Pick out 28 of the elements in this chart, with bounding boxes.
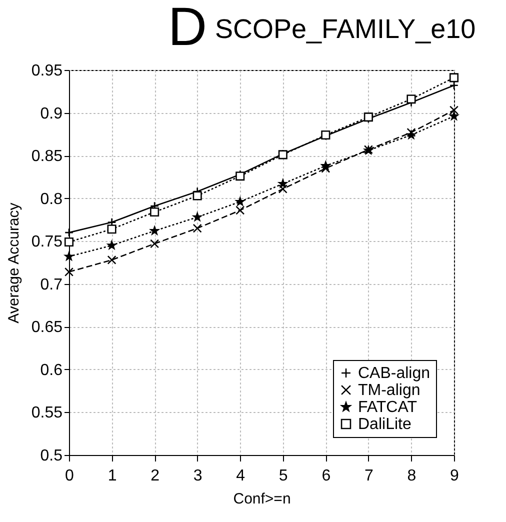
legend-label: TM-align [358, 382, 420, 399]
legend-label: FATCAT [358, 399, 418, 416]
y-axis-title: Average Accuracy [5, 202, 22, 324]
x-tick-label: 9 [450, 468, 460, 484]
x-tick-label: 4 [236, 468, 246, 484]
y-tick-label: 0.95 [31, 62, 63, 80]
x-tick-label: 0 [65, 468, 74, 484]
y-tick-label: 0.7 [40, 276, 63, 294]
y-tick-label: 0.55 [31, 404, 63, 422]
y-tick-label: 0.9 [40, 105, 63, 122]
x-tick-label: 8 [407, 468, 416, 484]
x-tick-label: 6 [322, 468, 331, 484]
chart-title: SCOPe_FAMILY_e10 [215, 13, 476, 46]
x-tick-label: 3 [193, 468, 202, 484]
text: D [168, 0, 207, 57]
x-tick-label: 2 [150, 468, 160, 484]
x-tick-label: 1 [108, 468, 117, 484]
y-tick-label: 0.75 [31, 234, 63, 251]
y-tick-label: 0.8 [40, 190, 63, 208]
y-tick-label: 0.6 [40, 362, 63, 379]
x-tick-label: 5 [278, 468, 288, 484]
x-axis-title: Conf>=n [233, 490, 291, 508]
x-tick-label: 7 [364, 468, 374, 484]
y-tick-label: 0.5 [40, 448, 63, 464]
legend-label: DaliLite [358, 416, 412, 433]
y-tick-label: 0.65 [31, 319, 63, 336]
y-tick-label: 0.85 [31, 148, 63, 166]
legend-label: CAB-align [358, 365, 430, 382]
